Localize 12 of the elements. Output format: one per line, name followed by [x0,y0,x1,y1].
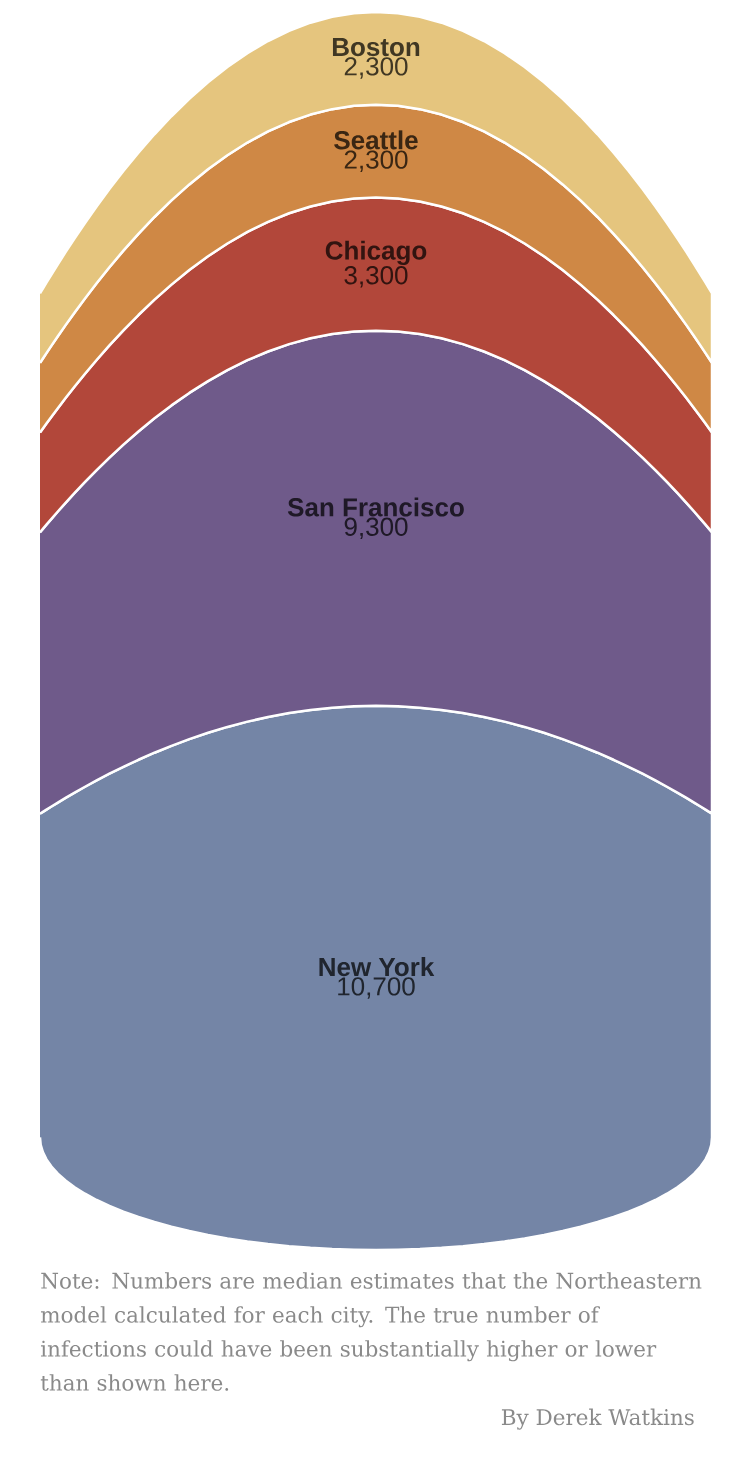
data-label: 10,700 [338,977,415,999]
category-label: San Francisco [287,497,464,517]
text: Note: Numbers are median estimates that the Northeastern model calculated for each city. The true number of infections could have been substantially higher or lower than shown here. [40,1272,702,1391]
data-label: 9,300 [344,517,408,540]
data-label: 3,300 [344,266,408,288]
category-label: Boston [332,38,420,57]
data-label: 2,300 [344,57,408,79]
category-label: New York [319,957,435,977]
text: By Derek Watkins [501,1408,694,1430]
data-label: 2,300 [344,150,408,172]
category-label: Chicago [325,240,427,266]
category-label: Seattle [334,130,418,150]
